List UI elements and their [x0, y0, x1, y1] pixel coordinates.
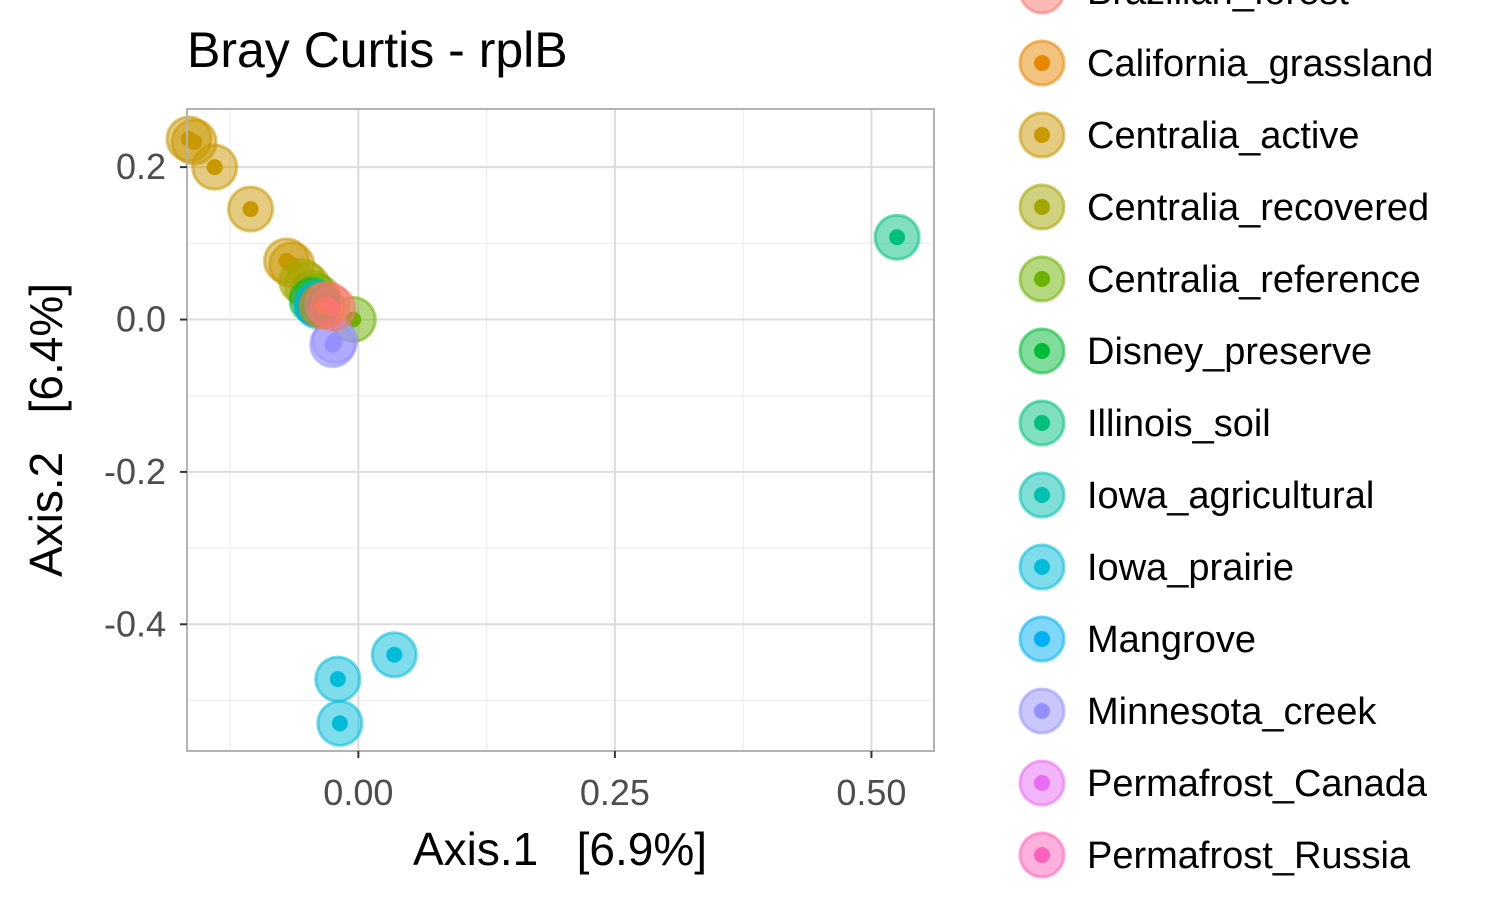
data-point-center	[889, 229, 906, 246]
legend-key-center	[1034, 127, 1050, 143]
legend-label: California_grassland	[1087, 43, 1433, 85]
legend-key-center	[1034, 703, 1050, 719]
x-tick-label: 0.50	[836, 772, 906, 813]
data-point-center	[206, 159, 223, 176]
x-tick-label: 0.25	[580, 772, 650, 813]
data-point-center	[329, 671, 346, 688]
legend-key-center	[1034, 775, 1050, 791]
y-tick-label: -0.4	[104, 603, 166, 644]
legend-key-center	[1034, 559, 1050, 575]
legend-key-center	[1034, 847, 1050, 863]
legend-key-center	[1034, 55, 1050, 71]
legend-label: Centralia_recovered	[1087, 187, 1429, 229]
chart-title: Bray Curtis - rplB	[187, 22, 568, 78]
legend-key-center	[1034, 631, 1050, 647]
data-point-center	[186, 134, 203, 150]
legend-label: Iowa_agricultural	[1087, 475, 1374, 517]
data-points	[165, 115, 921, 747]
legend-key-center	[1034, 487, 1050, 503]
y-tick-label: 0.0	[116, 299, 166, 340]
y-axis-ticks: -0.4 -0.2 0.0 0.2	[104, 146, 187, 644]
data-point-center	[324, 300, 341, 317]
legend-label: Mangrove	[1087, 619, 1256, 661]
legend-key-center	[1034, 199, 1050, 215]
x-tick-label: 0.00	[323, 772, 393, 813]
legend-label: Illinois_soil	[1087, 403, 1271, 445]
plot-panel	[188, 110, 933, 750]
gridlines	[188, 110, 933, 750]
y-tick-label: -0.2	[104, 451, 166, 492]
legend-key	[1020, 0, 1064, 15]
data-point-center	[326, 332, 343, 349]
legend-label: Permafrost_Canada	[1087, 763, 1428, 805]
legend: Brazilian_forest California_grassland Cent…	[1018, 0, 1433, 879]
x-axis-ticks: 0.00 0.25 0.50	[323, 751, 906, 813]
data-point-center	[242, 201, 259, 218]
legend-label: Iowa_prairie	[1087, 547, 1294, 589]
data-point-center	[386, 646, 403, 663]
y-axis-label: Axis.2 [6.4%]	[20, 283, 72, 577]
legend-key-center	[1034, 343, 1050, 359]
legend-label: Brazilian_forest	[1087, 0, 1349, 13]
legend-label: Centralia_reference	[1087, 259, 1421, 301]
legend-label: Disney_preserve	[1087, 331, 1372, 373]
plot-panel-border	[186, 108, 935, 752]
legend-label: Permafrost_Russia	[1087, 835, 1411, 877]
data-point-center	[331, 715, 348, 732]
legend-key-center	[1034, 415, 1050, 431]
legend-label: Centralia_active	[1087, 115, 1359, 157]
legend-label: Minnesota_creek	[1087, 691, 1377, 733]
y-tick-label: 0.2	[116, 146, 166, 187]
x-axis-label: Axis.1 [6.9%]	[413, 823, 707, 875]
legend-key-center	[1034, 271, 1050, 287]
